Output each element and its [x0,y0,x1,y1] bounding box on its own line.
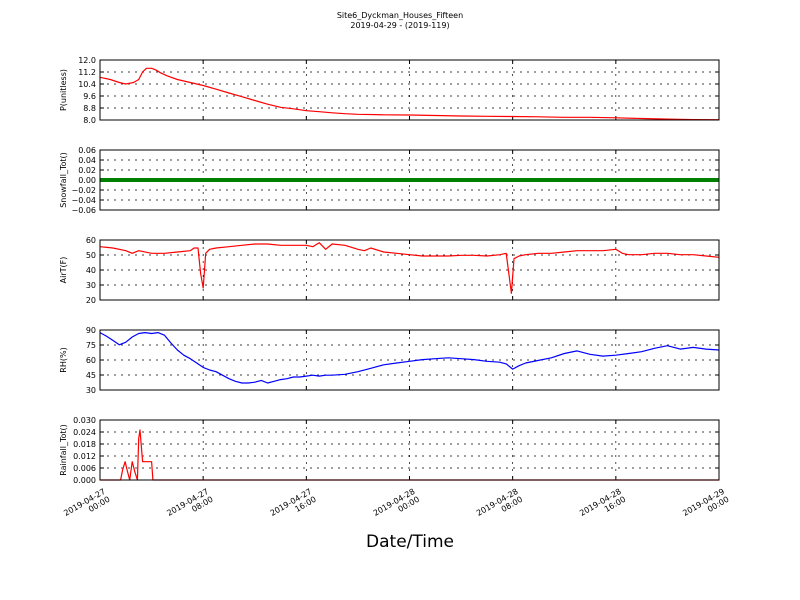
chart-subtitle: 2019-04-29 - (2019-119) [350,21,450,30]
panel-2: 20 30 40 50 60 AirT(F) [59,236,720,305]
x-axis-label: Date/Time [366,532,454,552]
y-tick-label-4: 11.2 [78,68,96,77]
panel-frame [99,239,720,301]
chart-title: Site6_Dyckman_Houses_Fifteen [336,11,464,20]
y-tick-label-2: −0.02 [71,186,96,195]
panel-4: 0.000 0.006 0.012 0.018 0.024 0.030 Rainfall_T… [59,416,720,485]
panel-frame [99,149,720,211]
series-line-0 [99,242,720,294]
y-tick-label-0: 30 [86,386,96,395]
panel-1: −0.06−0.04−0.020.000.020.040.06 Snowfall_… [59,146,720,215]
y-tick-label-1: 45 [86,371,96,380]
y-tick-label-1: 0.006 [73,464,96,473]
y-tick-label-4: 0.02 [78,166,96,175]
y-tick-label-1: 8.8 [83,104,96,113]
y-axis-label: AirT(F) [59,257,68,284]
y-tick-label-0: 0.000 [73,476,96,485]
y-axis-label: Rainfall_Tot() [59,424,68,476]
series-line-0 [99,332,720,384]
y-tick-label-2: 60 [86,356,96,365]
y-axis-label: RH(%) [59,347,68,372]
panel-3: 30 45 60 75 90 RH(%) [59,326,720,395]
y-tick-label-3: 0.018 [73,440,96,449]
y-axis-label: P(unitless) [59,69,68,111]
panel-frame [99,329,720,391]
y-tick-label-6: 0.06 [78,146,96,155]
y-tick-label-5: 0.030 [73,416,96,425]
y-tick-label-2: 9.6 [83,92,96,101]
y-tick-label-0: 20 [86,296,96,305]
y-tick-label-5: 0.04 [78,156,96,165]
y-axis-label: Snowfall_Tot() [59,152,68,208]
y-tick-label-0: −0.06 [71,206,96,215]
y-tick-label-3: 10.4 [78,80,96,89]
panel-frame [99,419,720,481]
series-line-0 [100,429,719,481]
y-tick-label-1: 30 [86,281,96,290]
y-tick-label-4: 0.024 [73,428,96,437]
panel-0: 8.0 8.8 9.6 10.4 11.2 12.0 P(unitless) [59,56,720,125]
y-tick-label-3: 50 [86,251,96,260]
panel-frame [99,59,720,121]
y-tick-label-4: 60 [86,236,96,245]
y-tick-label-0: 8.0 [83,116,96,125]
y-tick-label-3: 0.00 [78,176,96,185]
y-tick-label-5: 12.0 [78,56,96,65]
y-tick-label-4: 90 [86,326,96,335]
y-tick-label-3: 75 [86,341,96,350]
y-tick-label-2: 40 [86,266,96,275]
y-tick-label-2: 0.012 [73,452,96,461]
series-line-0 [99,67,720,121]
y-tick-label-1: −0.04 [71,196,96,205]
